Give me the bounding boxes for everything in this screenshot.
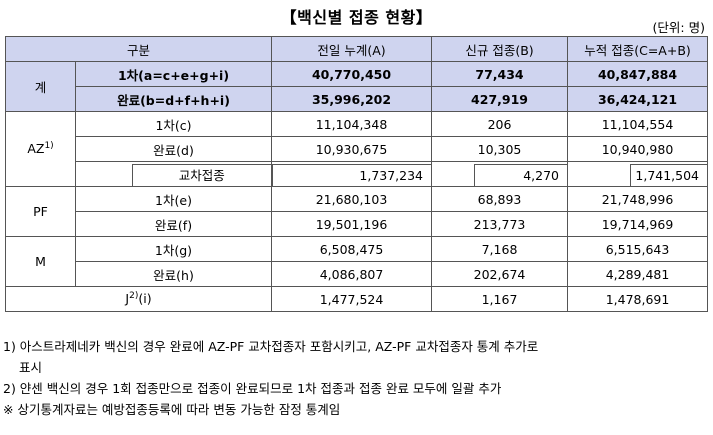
az-first-row: AZ1) 1차(c) 11,104,348 206 11,104,554 [5,111,709,187]
az-first-new: 206 [431,111,569,137]
sum-first-row: 계 1차(a=c+e+g+i) 40,770,450 77,434 40,847… [5,61,709,112]
az-cross-prev-cell: 1,737,234 [271,161,433,187]
pf-first-prev: 21,680,103 [271,186,433,212]
footnote-3: ※ 상기통계자료는 예방접종등록에 따라 변동 가능한 잠정 통계임 [3,402,341,417]
j-total: 1,478,691 [567,286,709,312]
m-first-total: 6,515,643 [567,236,709,262]
az-cross-total-cell: 1,741,504 [567,161,709,187]
footnote-2: 2) 얀센 백신의 경우 1회 접종만으로 접종이 완료되므로 1차 접종과 접… [3,381,502,396]
az-first-prev: 11,104,348 [271,111,433,137]
sum-group-label: 계 [5,61,76,112]
sum-first-total: 40,847,884 [567,61,709,87]
footnotes: 1) 아스트라제네카 백신의 경우 완료에 AZ-PF 교차접종자 포함시키고,… [3,336,708,420]
header-prev: 전일 누계(A) [271,36,433,62]
m-complete-prev: 4,086,807 [271,261,433,287]
m-group-label: M [5,236,76,287]
az-group-text: AZ [27,141,45,157]
az-cross-label-cell: 교차접종 [131,161,273,187]
footnote-1-line-2: 표시 [19,360,43,375]
sum-first-new: 77,434 [431,61,569,87]
pf-first-row: PF 1차(e) 21,680,103 68,893 21,748,996 [5,186,709,237]
m-complete-total: 4,289,481 [567,261,709,287]
m-complete-row: 완료(h) 4,086,807 202,674 4,289,481 [6,261,709,287]
sum-complete-row: 완료(b=d+f+h+i) 35,996,202 427,919 36,424,… [6,86,709,112]
footnote-1-line-1: 1) 아스트라제네카 백신의 경우 완료에 AZ-PF 교차접종자 포함시키고,… [3,339,539,354]
az-complete-row: 완료(d) 10,930,675 10,305 10,940,980 [6,136,709,162]
az-cross-label: 교차접종 [131,164,272,187]
pf-group-label: PF [5,186,76,237]
az-complete-new: 10,305 [431,136,569,162]
pf-complete-new: 213,773 [431,211,569,237]
az-complete-total: 10,940,980 [567,136,709,162]
j-group-label: J2)(i) [4,286,273,312]
m-first-row: M 1차(g) 6,508,475 7,168 6,515,643 [5,236,709,287]
header-new: 신규 접종(B) [431,36,569,62]
sum-complete-new: 427,919 [431,86,569,112]
pf-first-total: 21,748,996 [567,186,709,212]
j-prev: 1,477,524 [271,286,433,312]
pf-complete-prev: 19,501,196 [271,211,433,237]
m-complete-new: 202,674 [431,261,569,287]
unit-label: (단위: 명) [652,20,705,35]
pf-first-new: 68,893 [431,186,569,212]
m-complete-label: 완료(h) [74,261,273,287]
m-first-new: 7,168 [431,236,569,262]
sum-first-prev: 40,770,450 [271,61,433,87]
pf-complete-label: 완료(f) [74,211,273,237]
az-complete-prev: 10,930,675 [271,136,433,162]
sum-complete-prev: 35,996,202 [271,86,433,112]
az-first-label: 1차(c) [74,111,273,137]
az-cross-new: 4,270 [474,164,568,187]
pf-complete-row: 완료(f) 19,501,196 213,773 19,714,969 [6,211,709,237]
vaccine-table: 구분 전일 누계(A) 신규 접종(B) 누적 접종(C=A+B) 계 1차(a… [4,36,709,312]
az-cross-total: 1,741,504 [630,164,708,187]
m-first-label: 1차(g) [74,236,273,262]
az-complete-label: 완료(d) [74,136,273,162]
sum-first-label: 1차(a=c+e+g+i) [74,61,273,87]
pf-first-label: 1차(e) [74,186,273,212]
az-group-sup: 1) [44,141,54,152]
j-group-suffix: (i) [138,291,152,307]
j-new: 1,167 [431,286,569,312]
sum-complete-label: 완료(b=d+f+h+i) [74,86,273,112]
page-title: 【백신별 접종 현황】 [280,8,433,27]
az-group-label: AZ1) [5,111,76,187]
sum-complete-total: 36,424,121 [567,86,709,112]
az-cross-new-cell: 4,270 [431,161,569,187]
m-first-prev: 6,508,475 [271,236,433,262]
header-total: 누적 접종(C=A+B) [567,36,709,62]
az-first-total: 11,104,554 [567,111,709,137]
az-cross-prev: 1,737,234 [272,164,432,187]
j-row: J2)(i) 1,477,524 1,167 1,478,691 [4,286,709,312]
pf-complete-total: 19,714,969 [567,211,709,237]
header-row: 구분 전일 누계(A) 신규 접종(B) 누적 접종(C=A+B) [4,36,709,62]
j-group-text: J [125,291,130,307]
header-category: 구분 [4,36,273,62]
j-group-sup: 2) [129,291,139,302]
az-cross-row: 교차접종 1,737,234 4,270 1,741,504 [6,161,709,187]
az-cross-spacer [75,161,132,187]
